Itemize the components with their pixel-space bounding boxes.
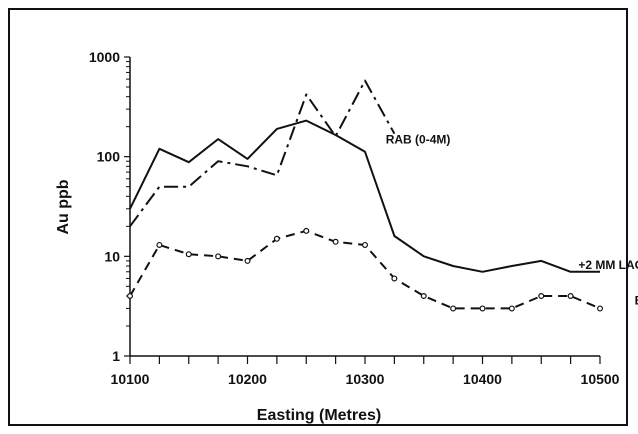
y-axis-title: Au ppb (55, 179, 72, 234)
x-axis-title: Easting (Metres) (257, 407, 381, 424)
data-point (273, 235, 280, 242)
series-1: +2 MM LAG (129, 119, 638, 273)
y-tick-label: 1000 (89, 49, 120, 65)
data-point (596, 305, 603, 312)
x-tick-label: 10300 (346, 371, 385, 387)
data-point (391, 275, 398, 282)
series-label: RAB (0-4M) (386, 133, 451, 147)
data-point (215, 253, 222, 260)
data-point (538, 292, 545, 299)
y-tick-label: 100 (97, 149, 121, 165)
series-line (129, 119, 600, 273)
x-tick-label: 10200 (228, 371, 267, 387)
data-point (450, 305, 457, 312)
axes (129, 57, 600, 357)
x-tick-label: 10500 (581, 371, 620, 387)
series-layer: RAB (0-4M) +2 MM LAG BLEG (126, 79, 638, 312)
data-point (362, 241, 369, 248)
data-point (126, 292, 133, 299)
y-tick-label: 10 (104, 248, 120, 264)
series-0: RAB (0-4M) (129, 79, 451, 227)
series-label: +2 MM LAG (578, 258, 638, 272)
series-line (129, 79, 396, 227)
x-tick-label: 10400 (463, 371, 502, 387)
data-point (508, 305, 515, 312)
data-point (303, 227, 310, 234)
data-point (567, 292, 574, 299)
data-point (185, 251, 192, 258)
data-point (244, 257, 251, 264)
data-point (156, 241, 163, 248)
series-label: BLEG (635, 293, 638, 307)
y-tick-label: 1 (112, 348, 120, 364)
data-point (420, 292, 427, 299)
x-tick-label: 10100 (111, 371, 150, 387)
series-2: BLEG (126, 227, 638, 312)
data-point (479, 305, 486, 312)
data-point (332, 238, 339, 245)
